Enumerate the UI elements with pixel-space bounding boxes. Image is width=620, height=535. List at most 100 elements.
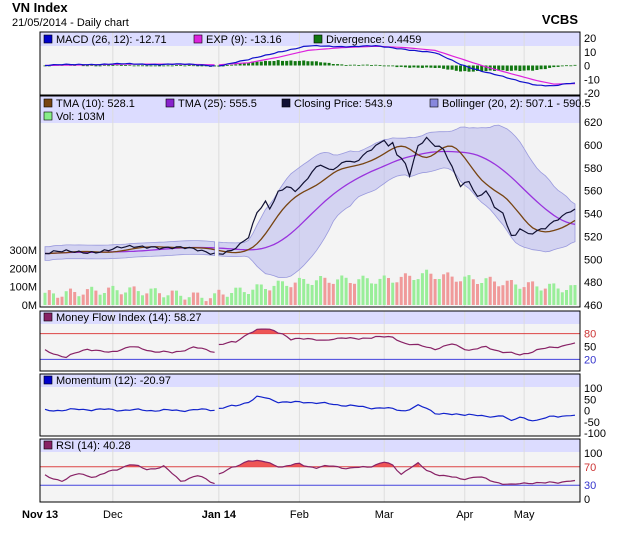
volume-bar [522,287,526,305]
divergence-bar [412,65,416,68]
mfi-legend-bar [40,311,580,324]
divergence-bar [450,65,454,70]
divergence-bar [526,65,530,71]
volume-bar [336,279,340,305]
price-legend-label: Closing Price: 543.9 [294,98,392,110]
divergence-bar [327,62,331,66]
divergence-bar [200,65,204,67]
volume-legend-swatch [43,111,53,121]
volume-bar [408,275,412,305]
volume-bar [175,290,178,305]
divergence-bar [289,60,293,66]
divergence-bar [463,65,467,72]
volume-bar [463,276,467,305]
volume-bar [314,280,318,305]
divergence-bar [514,65,518,71]
divergence-bar [543,65,547,70]
macd-legend-label: MACD (26, 12): -12.71 [56,34,167,46]
volume-bar [149,288,153,305]
volume-bar [361,275,365,305]
divergence-bar [391,65,395,67]
mfi-y-tick: 50 [584,342,596,354]
divergence-bar [187,65,191,66]
volume-bar [77,296,81,305]
volume-bar [425,269,429,305]
volume-bar [145,293,149,305]
volume-bar [331,283,335,305]
volume-bar [378,278,382,305]
volume-bar [531,281,535,305]
divergence-bar [323,62,327,66]
divergence-bar [395,65,399,68]
volume-bar [446,272,450,305]
volume-bar [348,283,352,305]
volume-bar [365,278,369,305]
divergence-bar [285,60,289,66]
volume-bar [488,276,492,305]
rsi-legend-bar [40,439,580,452]
divergence-bar [94,65,98,67]
volume-bar [115,290,119,305]
volume-bar [505,280,509,305]
x-axis-tick: Apr [456,509,473,521]
price-y-tick: 600 [584,140,602,152]
mfi-legend-swatch [43,312,53,322]
volume-bar [539,290,543,305]
divergence-bar [310,61,314,66]
volume-bar [323,277,327,305]
divergence-bar [403,65,407,68]
volume-bar [183,299,187,305]
volume-bar [357,279,361,305]
volume-bar [225,296,229,305]
volume-bar [442,274,446,305]
divergence-bar [111,65,115,66]
volume-bar [238,287,242,305]
divergence-bar [429,65,433,68]
volume-bar [493,281,496,305]
chart-legends: MACD (26, 12): -12.71 EXP (9): -13.16 Dive… [43,34,591,452]
momentum-y-tick: 0 [584,406,590,418]
divergence-bar [459,65,462,72]
brand-label: VCBS [542,12,578,27]
price-legend-label: TMA (25): 555.5 [178,98,257,110]
divergence-bar [149,65,153,67]
price-legend-label: Bollinger (20, 2): 507.1 - 590.5 [442,98,591,110]
volume-bar [107,287,111,305]
macd-legend-swatch [313,34,323,44]
volume-bar [90,286,94,305]
volume-bar [543,288,547,305]
divergence-bar [505,65,509,71]
divergence-bar [416,65,420,68]
volume-bar [56,297,60,305]
divergence-bar [569,65,573,67]
volume-y-tick: 200M [9,263,37,275]
divergence-bar [272,61,276,66]
divergence-bar [85,65,89,67]
macd-legend-swatch [193,34,203,44]
divergence-bar [102,64,106,66]
divergence-bar [158,65,161,67]
divergence-bar [497,65,501,71]
volume-bar [217,289,221,305]
divergence-bar [348,64,352,66]
closing-price-line [44,136,576,255]
volume-bar [573,285,577,305]
divergence-bar [319,62,323,66]
divergence-bar [281,60,284,66]
divergence-bar [548,65,552,68]
volume-bar [327,282,331,305]
price-y-tick: 580 [584,163,602,175]
macd-y-tick: -20 [584,88,600,100]
divergence-bar [433,65,437,68]
macd-y-tick: 20 [584,33,596,45]
momentum-legend-label: Momentum (12): -20.97 [56,375,171,387]
mfi-y-tick: 20 [584,354,596,366]
x-axis-tick: Jan 14 [202,509,237,521]
volume-bar [166,295,170,305]
divergence-bar [361,64,365,66]
volume-bar [43,292,47,305]
rsi-y-tick: 0 [584,494,590,506]
divergence-bar [539,65,543,70]
volume-bar [501,285,505,305]
divergence-bar [353,64,356,66]
